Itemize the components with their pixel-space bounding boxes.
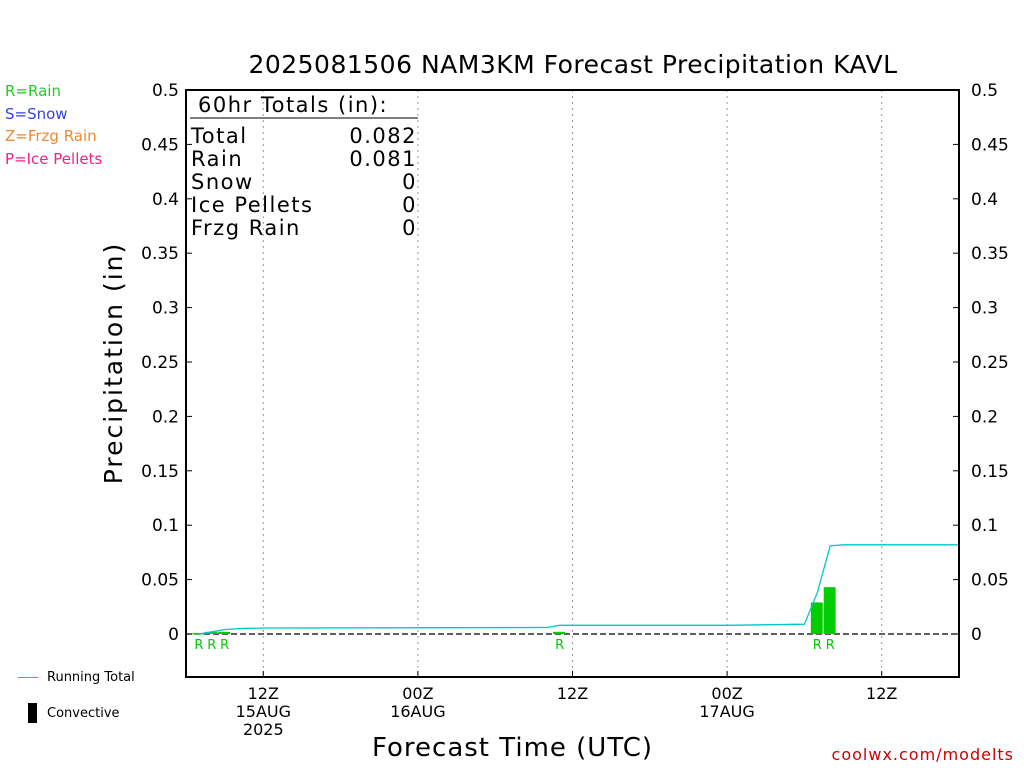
totals-row-value: 0 bbox=[402, 216, 417, 240]
y-tick-label-right: 0.4 bbox=[971, 190, 998, 210]
totals-row-label: Total bbox=[190, 124, 248, 148]
legend-freezing-rain-key: Z=Frzg Rain bbox=[5, 127, 97, 145]
totals-row-value: 0.081 bbox=[349, 147, 417, 171]
y-tick-label-right: 0.05 bbox=[971, 571, 1009, 591]
totals-row-label: Ice Pellets bbox=[191, 193, 313, 217]
y-tick-label-right: 0.1 bbox=[971, 516, 998, 536]
totals-row-label: Snow bbox=[191, 170, 254, 194]
convective-legend-label: Convective bbox=[47, 706, 120, 721]
x-tick-label: 15AUG bbox=[236, 702, 291, 721]
precip-bar bbox=[810, 602, 823, 634]
x-tick-label: 12Z bbox=[557, 684, 588, 703]
y-tick-label-left: 0.15 bbox=[141, 462, 179, 482]
running-total-line bbox=[198, 544, 959, 635]
x-tick-label: 12Z bbox=[866, 684, 897, 703]
x-tick-label: 12Z bbox=[248, 684, 279, 703]
precip-type-label: R bbox=[220, 638, 229, 653]
legend-ice-pellets-key: P=Ice Pellets bbox=[5, 150, 103, 168]
y-tick-label-left: 0.1 bbox=[152, 516, 179, 536]
x-tick-label: 2025 bbox=[243, 720, 284, 739]
precip-bar bbox=[192, 632, 205, 635]
precip-type-label: R bbox=[194, 638, 203, 653]
y-tick-label-right: 0 bbox=[971, 625, 982, 645]
y-tick-label-right: 0.3 bbox=[971, 299, 998, 319]
precip-bar bbox=[553, 631, 566, 634]
y-tick-label-left: 0.2 bbox=[152, 407, 179, 427]
precip-bar bbox=[218, 631, 231, 634]
y-tick-label-right: 0.15 bbox=[971, 462, 1009, 482]
x-axis-title: Forecast Time (UTC) bbox=[371, 733, 653, 763]
totals-row-value: 0 bbox=[402, 170, 417, 194]
y-tick-label-right: 0.5 bbox=[971, 81, 998, 101]
y-tick-label-right: 0.2 bbox=[971, 407, 998, 427]
y-tick-label-left: 0 bbox=[168, 625, 179, 645]
site-credit-link[interactable]: coolwx.com/modelts bbox=[831, 745, 1014, 764]
totals-row-value: 0 bbox=[402, 193, 417, 217]
precip-type-label: R bbox=[555, 638, 564, 653]
y-tick-label-left: 0.25 bbox=[141, 353, 179, 373]
running-total-swatch bbox=[18, 677, 38, 678]
x-tick-label: 00Z bbox=[711, 684, 742, 703]
y-tick-label-left: 0.45 bbox=[141, 135, 179, 155]
y-tick-label-right: 0.25 bbox=[971, 353, 1009, 373]
precip-bar bbox=[205, 631, 218, 634]
y-tick-label-left: 0.05 bbox=[141, 571, 179, 591]
x-tick-label: 16AUG bbox=[390, 702, 445, 721]
totals-row-label: Frzg Rain bbox=[191, 216, 301, 240]
x-tick-label: 00Z bbox=[402, 684, 433, 703]
plot-frame bbox=[185, 89, 960, 678]
y-tick-label-right: 0.35 bbox=[971, 244, 1009, 264]
y-tick-label-left: 0.35 bbox=[141, 244, 179, 264]
convective-swatch bbox=[28, 703, 37, 723]
x-tick-label: 17AUG bbox=[699, 702, 754, 721]
y-tick-label-left: 0.5 bbox=[152, 81, 179, 101]
totals-heading: 60hr Totals (in): bbox=[198, 93, 388, 117]
totals-row-label: Rain bbox=[191, 147, 243, 171]
precip-type-label: R bbox=[826, 638, 835, 653]
precip-type-label: R bbox=[207, 638, 216, 653]
running-total-legend-label: Running Total bbox=[47, 670, 135, 685]
precip-type-label: R bbox=[813, 638, 822, 653]
y-tick-label-left: 0.4 bbox=[152, 190, 179, 210]
legend-snow-key: S=Snow bbox=[5, 105, 68, 123]
y-tick-label-right: 0.45 bbox=[971, 135, 1009, 155]
chart-title: 2025081506 NAM3KM Forecast Precipitation… bbox=[248, 50, 898, 79]
legend-rain-key: R=Rain bbox=[5, 82, 61, 100]
y-tick-label-left: 0.3 bbox=[152, 299, 179, 319]
y-axis-title: Precipitation (in) bbox=[99, 242, 128, 485]
precip-bar bbox=[823, 587, 836, 634]
totals-row-value: 0.082 bbox=[349, 124, 417, 148]
